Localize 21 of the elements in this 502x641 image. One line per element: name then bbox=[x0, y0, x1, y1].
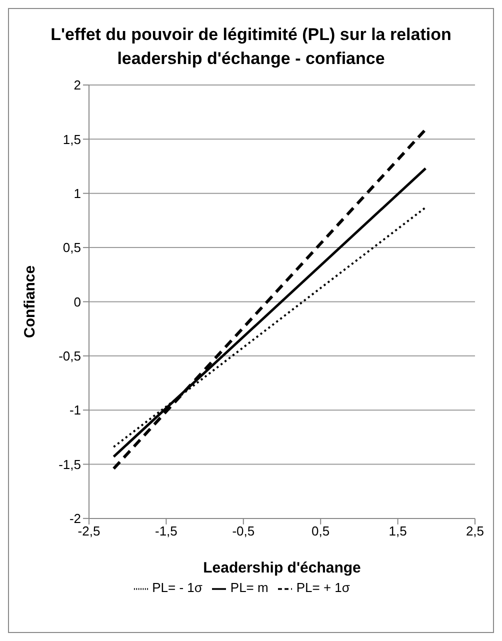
x-axis-title: Leadership d'échange bbox=[203, 559, 361, 576]
x-tick-label: 1,5 bbox=[388, 524, 407, 539]
y-tick-label: 1 bbox=[74, 186, 81, 201]
y-axis-title: Confiance bbox=[21, 265, 38, 338]
y-tick-label: -1 bbox=[69, 402, 81, 418]
x-tick-label: -2,5 bbox=[78, 524, 100, 539]
legend-label: PL= + 1σ bbox=[296, 580, 350, 596]
y-tick-label: 0 bbox=[74, 294, 81, 310]
y-tick-label: 1,5 bbox=[62, 132, 81, 147]
x-tick-label: 0,5 bbox=[312, 524, 330, 539]
y-tick-label: 0,5 bbox=[62, 240, 81, 256]
y-tick-label: -1,5 bbox=[58, 456, 81, 472]
legend-label: PL= m bbox=[230, 580, 268, 596]
chart-title: L'effet du pouvoir de légitimité (PL) sur la relation leadership d'échange - confiance bbox=[50, 24, 452, 70]
x-tick-label: 2,5 bbox=[466, 524, 484, 539]
y-tick-label: -2 bbox=[69, 511, 81, 526]
legend-label: PL= - 1σ bbox=[152, 580, 202, 596]
y-tick-label: 2 bbox=[74, 78, 81, 93]
y-tick-label: -0,5 bbox=[58, 348, 81, 364]
x-tick-label: -0,5 bbox=[232, 524, 255, 539]
x-tick-label: -1,5 bbox=[154, 524, 178, 539]
